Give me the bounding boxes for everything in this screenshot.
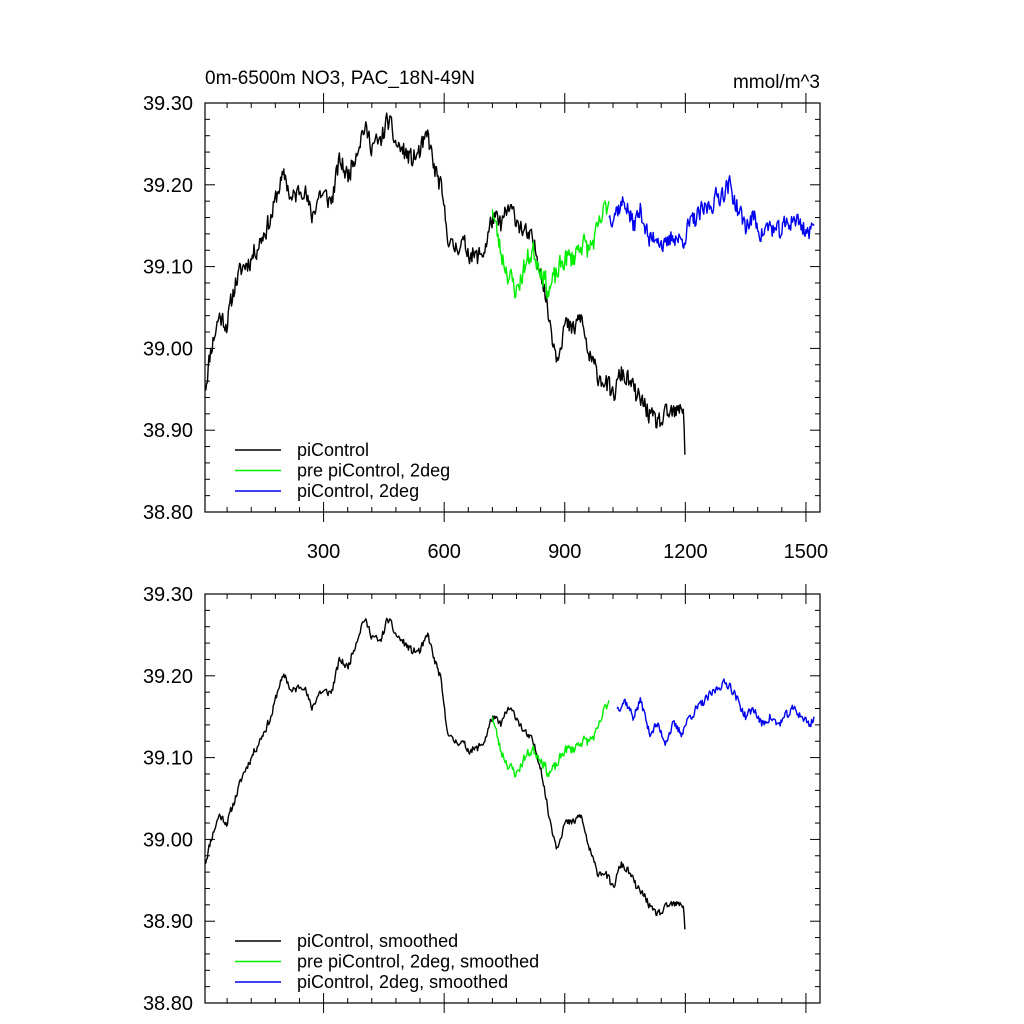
y-tick-labels: 38.80 38.90 39.00 39.10 39.20 39.30 (143, 93, 193, 524)
legend-label: piControl, 2deg (297, 481, 419, 501)
series-line (608, 175, 815, 253)
y-tick-label: 39.20 (143, 175, 193, 197)
legend-label: piControl (297, 440, 369, 460)
panel-title-left: 0m-6500m NO3, PAC_18N-49N (205, 68, 475, 89)
series-lines (204, 617, 815, 930)
y-tick-label: 39.00 (143, 338, 193, 360)
plot-frame (204, 102, 821, 513)
y-tick-label: 39.10 (143, 748, 193, 770)
series-lines (204, 112, 815, 455)
x-tick-label: 300 (307, 541, 340, 563)
y-tick-label: 38.80 (143, 993, 193, 1015)
series-line (491, 700, 610, 778)
legend-label: piControl, smoothed (297, 931, 458, 951)
series-line (204, 617, 686, 930)
x-tick-label: 1500 (784, 541, 829, 563)
series-line (616, 678, 815, 746)
top-panel: 0m-6500m NO3, PAC_18N-49N mmol/m^3 38.80… (143, 68, 828, 563)
y-tick-label: 39.00 (143, 829, 193, 851)
y-tick-label: 39.30 (143, 584, 193, 606)
y-tick-label: 38.80 (143, 502, 193, 524)
series-line (491, 200, 610, 300)
legend-label: pre piControl, 2deg (297, 461, 450, 481)
y-tick-label: 38.90 (143, 420, 193, 442)
plot-frame (204, 593, 821, 1004)
y-tick-labels: 38.80 38.90 39.00 39.10 39.20 39.30 (143, 584, 193, 1015)
y-tick-label: 39.20 (143, 666, 193, 688)
y-tick-label: 38.90 (143, 911, 193, 933)
x-tick-label: 900 (548, 541, 581, 563)
legend-label: pre piControl, 2deg, smoothed (297, 952, 539, 972)
x-tick-label: 600 (427, 541, 460, 563)
x-tick-label: 1200 (663, 541, 708, 563)
y-tick-label: 39.10 (143, 257, 193, 279)
y-tick-label: 39.30 (143, 93, 193, 115)
legend-label: piControl, 2deg, smoothed (297, 972, 508, 992)
series-line (204, 112, 686, 455)
panel-units-label: mmol/m^3 (733, 72, 820, 93)
bottom-panel: 38.80 38.90 39.00 39.10 39.20 39.30 piControl… (143, 584, 821, 1015)
x-tick-labels: 300 600 900 1200 1500 (307, 541, 828, 563)
